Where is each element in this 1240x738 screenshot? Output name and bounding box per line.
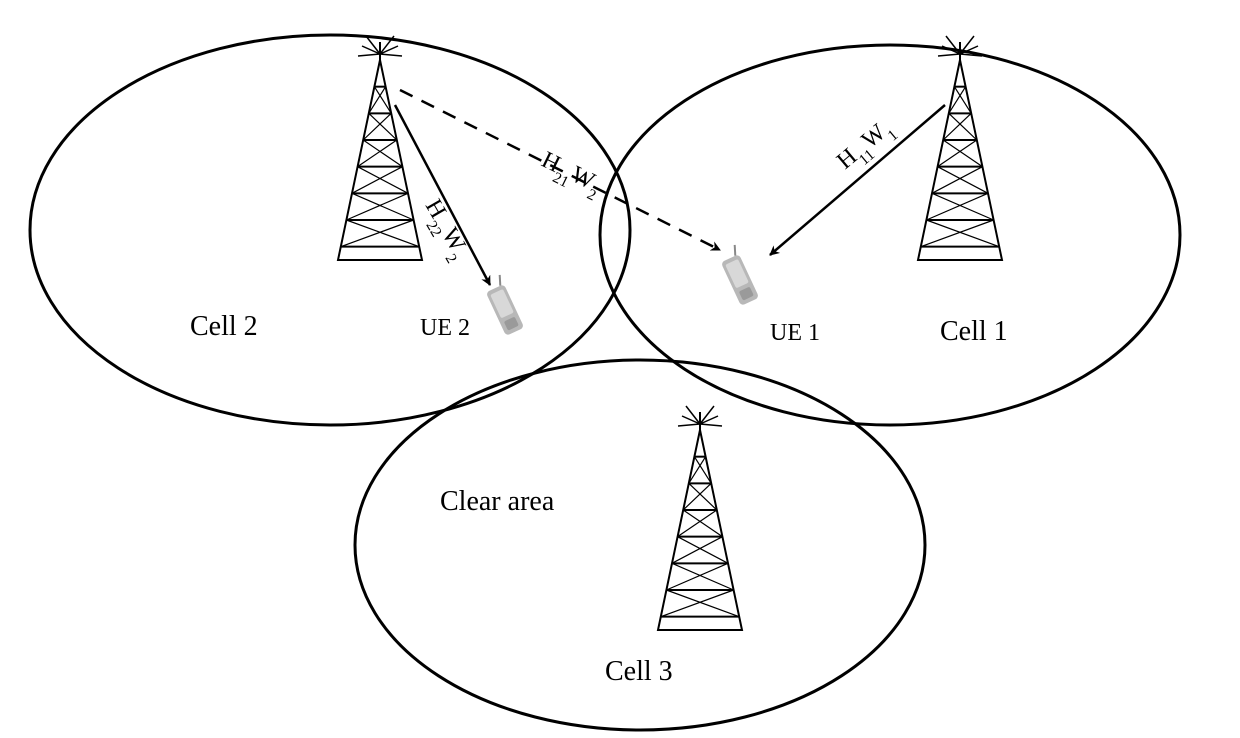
ue-icon-ue1 <box>717 245 760 306</box>
tower-icon-tower2 <box>338 36 422 260</box>
tower-icon-tower1 <box>918 36 1002 260</box>
ue-label-ue1: UE 1 <box>770 320 820 346</box>
cell-boundary-cell1 <box>600 45 1180 425</box>
channel-label-h22w2: H22W2 <box>414 195 474 266</box>
cell-label-cell1: Cell 1 <box>940 316 1008 347</box>
cell-label-cell3: Cell 3 <box>605 656 673 687</box>
channel-link-h11w1 <box>770 105 945 255</box>
ue-label-ue2: UE 2 <box>420 315 470 341</box>
cellular-network-diagram: Cell 2 Cell 1 Cell 3 Clear area UE 2 UE 1 H22W… <box>0 0 1240 738</box>
cell-boundary-cell2 <box>30 35 630 425</box>
clear-area-label: Clear area <box>440 486 555 517</box>
channel-label-h21w2: H21W2 <box>535 147 606 204</box>
ue-icon-ue2 <box>482 275 525 336</box>
tower-icon-tower3 <box>658 406 742 630</box>
channel-label-h11w1: H11W1 <box>832 114 901 179</box>
cell-label-cell2: Cell 2 <box>190 311 258 342</box>
